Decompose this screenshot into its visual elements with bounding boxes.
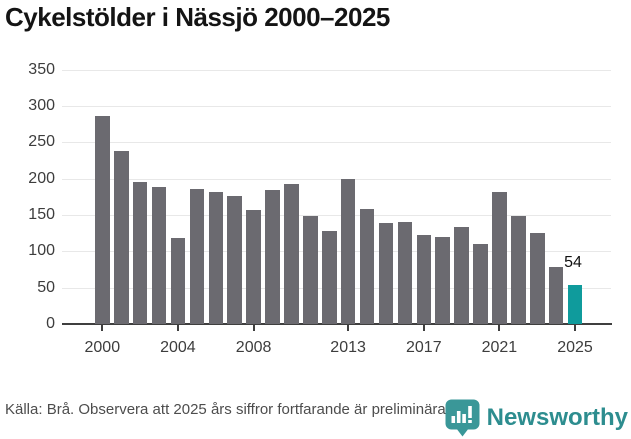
bar-2001 bbox=[114, 151, 129, 324]
brand-name: Newsworthy bbox=[486, 404, 628, 431]
y-axis-tick-label: 50 bbox=[37, 278, 55, 296]
y-axis-tick-label: 300 bbox=[28, 97, 55, 114]
bar-2009 bbox=[265, 189, 280, 324]
bar-2023 bbox=[530, 232, 545, 324]
bar-2020 bbox=[473, 244, 488, 324]
bar-2014 bbox=[359, 208, 375, 324]
x-axis-tick bbox=[422, 325, 425, 331]
x-axis-tick-label: 2013 bbox=[330, 339, 366, 356]
x-axis-tick-label: 2004 bbox=[160, 339, 196, 356]
x-axis-line bbox=[62, 322, 612, 325]
gridline-100 bbox=[62, 251, 611, 253]
newsworthy-logo: Newsworthy bbox=[445, 399, 628, 437]
bar-2017 bbox=[416, 235, 431, 324]
bar-2010 bbox=[284, 183, 299, 324]
gridline-300 bbox=[62, 106, 611, 107]
bar-2019 bbox=[454, 227, 469, 324]
y-axis-tick-label: 250 bbox=[28, 133, 55, 151]
x-axis-tick bbox=[252, 325, 255, 331]
source-note: Källa: Brå. Observera att 2025 års siffr… bbox=[5, 401, 450, 418]
x-axis-tick-label: 2021 bbox=[481, 339, 518, 356]
gridline-350 bbox=[62, 69, 611, 71]
bar-2015 bbox=[378, 223, 394, 324]
bar-2006 bbox=[208, 191, 223, 324]
bar-2008 bbox=[246, 209, 261, 324]
x-axis-tick-label: 2008 bbox=[235, 339, 272, 356]
bar-2016 bbox=[397, 221, 413, 324]
x-axis-tick-label: 2025 bbox=[557, 339, 593, 356]
bar-2000 bbox=[95, 115, 110, 324]
x-axis-tick-label: 2000 bbox=[84, 339, 121, 356]
bar-2002 bbox=[132, 182, 148, 324]
value-label-2025: 54 bbox=[564, 254, 582, 271]
y-axis-tick-label: 200 bbox=[28, 169, 55, 187]
bar-2013 bbox=[340, 178, 356, 324]
newsworthy-bubble-chart-icon bbox=[445, 399, 480, 437]
bar-2018 bbox=[435, 236, 450, 324]
bar-2012 bbox=[322, 231, 337, 324]
x-axis-tick bbox=[574, 325, 576, 331]
y-axis-tick-label: 350 bbox=[28, 60, 55, 78]
x-axis-tick bbox=[101, 325, 104, 331]
gridline-50 bbox=[62, 287, 611, 289]
bar-2024 bbox=[548, 267, 564, 324]
x-axis-tick bbox=[498, 325, 501, 331]
y-axis-tick-label: 100 bbox=[28, 242, 55, 260]
bar-2021 bbox=[492, 191, 507, 324]
x-axis-tick bbox=[347, 325, 350, 331]
bar-2003 bbox=[151, 186, 167, 324]
bar-2022 bbox=[511, 215, 526, 324]
bar-2004 bbox=[170, 238, 186, 324]
gridline-250 bbox=[62, 142, 611, 144]
x-axis-tick bbox=[176, 325, 179, 331]
bar-2025-highlighted bbox=[567, 284, 583, 324]
x-axis-tick-label: 2017 bbox=[406, 339, 442, 356]
chart-title: Cykelstölder i Nässjö 2000–2025 bbox=[5, 2, 390, 32]
bar-2011 bbox=[303, 215, 318, 324]
bar-2007 bbox=[227, 196, 242, 324]
y-axis-tick-label: 150 bbox=[28, 206, 55, 223]
gridline-150 bbox=[62, 215, 611, 216]
y-axis-tick-label: 0 bbox=[46, 315, 55, 332]
gridline-200 bbox=[62, 178, 611, 180]
bar-2005 bbox=[189, 188, 205, 324]
